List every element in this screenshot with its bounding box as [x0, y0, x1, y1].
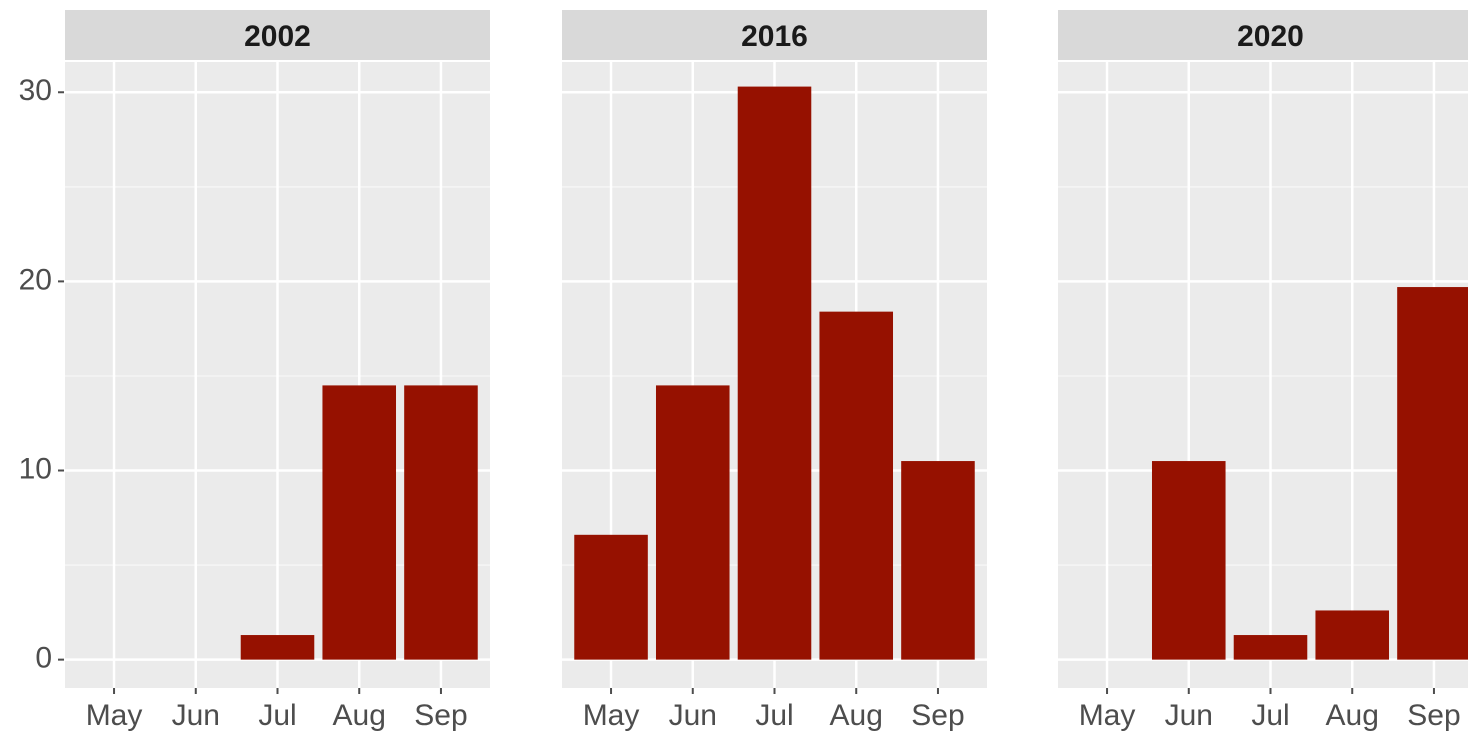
bar: [901, 461, 975, 660]
bar: [574, 534, 648, 660]
y-tick-label: 20: [19, 263, 52, 296]
x-tick-label: Sep: [414, 699, 467, 732]
x-tick-label: Aug: [830, 699, 883, 732]
bar: [737, 86, 812, 660]
strip-title: 2016: [741, 20, 808, 53]
x-tick-label: Jul: [258, 699, 296, 732]
x-tick-label: May: [86, 699, 143, 732]
x-tick-label: Jun: [1165, 699, 1213, 732]
x-tick-label: May: [1079, 699, 1136, 732]
x-tick-label: Sep: [1407, 699, 1460, 732]
x-tick-label: May: [583, 699, 640, 732]
x-tick-label: Aug: [333, 699, 386, 732]
x-tick-label: Jul: [1251, 699, 1289, 732]
bar: [1397, 287, 1468, 660]
x-tick-label: Jul: [755, 699, 793, 732]
x-tick-label: Jun: [669, 699, 717, 732]
strip: [65, 10, 490, 60]
y-tick-label: 0: [35, 642, 52, 675]
strip-title: 2020: [1237, 20, 1304, 53]
y-tick-label: 30: [19, 74, 52, 107]
bar: [1151, 461, 1226, 660]
strip: [562, 10, 987, 60]
bar: [1233, 635, 1308, 660]
bar: [240, 635, 315, 660]
x-tick-label: Sep: [911, 699, 964, 732]
bar: [1315, 610, 1390, 660]
x-tick-label: Aug: [1326, 699, 1379, 732]
bar: [322, 385, 397, 660]
x-tick-label: Jun: [172, 699, 220, 732]
bar: [655, 385, 730, 660]
y-tick-label: 10: [19, 452, 52, 485]
strip-title: 2002: [244, 20, 311, 53]
bar: [404, 385, 478, 660]
bar: [819, 311, 894, 660]
strip: [1058, 10, 1468, 60]
